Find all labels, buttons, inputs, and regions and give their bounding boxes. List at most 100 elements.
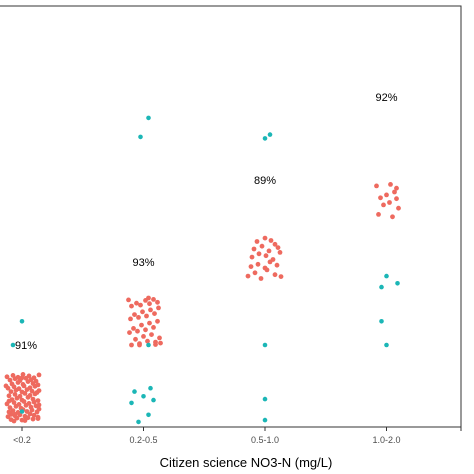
agree-point xyxy=(255,261,261,267)
percent-annotation: 91% xyxy=(15,340,37,352)
agree-point xyxy=(249,254,255,260)
disagree-point xyxy=(146,342,151,348)
agree-point xyxy=(35,382,41,388)
agree-point xyxy=(11,418,17,424)
disagree-point xyxy=(379,319,384,324)
agree-point xyxy=(262,235,268,241)
agree-point xyxy=(148,307,153,313)
agree-point xyxy=(20,382,26,387)
agree-point xyxy=(36,372,42,378)
disagree-point xyxy=(19,319,25,324)
agree-point xyxy=(132,312,137,317)
agree-point xyxy=(129,342,134,348)
percent-annotation: 89% xyxy=(254,175,276,187)
agree-point xyxy=(8,389,14,394)
agree-point xyxy=(270,257,276,262)
agree-point xyxy=(254,239,260,244)
agree-point xyxy=(126,297,131,303)
agree-point xyxy=(394,185,399,191)
agree-point xyxy=(144,313,149,319)
disagree-point xyxy=(19,409,25,414)
agree-point xyxy=(12,412,18,417)
agree-point xyxy=(36,388,42,393)
agree-point xyxy=(14,415,20,421)
agree-point xyxy=(135,328,140,334)
agree-point xyxy=(30,396,36,402)
agree-point xyxy=(6,409,12,415)
agree-point xyxy=(378,195,383,201)
agree-point xyxy=(143,327,148,333)
x-tick-label: 0.5-1.0 xyxy=(251,435,279,445)
panel-border xyxy=(0,5,462,428)
agree-point xyxy=(245,273,251,279)
disagree-point xyxy=(384,342,389,348)
agree-point xyxy=(262,265,268,271)
agree-point xyxy=(155,299,160,305)
agree-point xyxy=(157,335,162,341)
agree-point xyxy=(19,389,25,395)
percent-annotation: 93% xyxy=(132,257,154,269)
agree-point xyxy=(381,202,386,208)
agree-point xyxy=(252,270,258,276)
agree-point xyxy=(10,373,16,378)
agree-point xyxy=(277,250,283,255)
agree-point xyxy=(127,330,132,335)
agree-point xyxy=(134,300,139,306)
disagree-point xyxy=(132,389,137,394)
agree-point xyxy=(259,243,265,249)
agree-point xyxy=(155,318,160,324)
agree-point xyxy=(7,405,13,411)
disagree-point xyxy=(262,396,268,402)
data-points xyxy=(3,115,401,425)
agree-point xyxy=(272,272,278,278)
agree-point xyxy=(31,412,37,418)
agree-point xyxy=(6,398,12,404)
disagree-point xyxy=(146,115,151,121)
agree-point xyxy=(31,375,37,381)
disagree-point xyxy=(151,397,156,403)
agree-point xyxy=(145,338,150,344)
agree-point xyxy=(27,393,33,398)
agree-point xyxy=(22,418,28,423)
agree-point xyxy=(19,397,25,403)
agree-point xyxy=(4,374,10,380)
agree-point xyxy=(384,192,389,198)
agree-point xyxy=(388,182,393,187)
agree-point xyxy=(272,241,278,247)
agree-point xyxy=(9,381,15,387)
agree-point xyxy=(6,393,12,399)
agree-point xyxy=(30,416,36,422)
agree-point xyxy=(387,200,392,205)
agree-point xyxy=(28,404,34,410)
agree-point xyxy=(36,402,42,408)
agree-point xyxy=(26,401,32,406)
agree-point xyxy=(10,408,16,413)
agree-point xyxy=(7,377,13,383)
x-tick-label: 1.0-2.0 xyxy=(372,435,400,445)
x-tick-label: 0.2-0.5 xyxy=(129,435,157,445)
agree-point xyxy=(131,326,136,331)
agree-point xyxy=(17,393,23,399)
x-axis-ticks: <0.2 0.2-0.5 0.5-1.0 1.0-2.0 xyxy=(13,427,462,445)
disagree-point xyxy=(148,385,153,391)
agree-point xyxy=(274,262,280,268)
agree-point xyxy=(15,374,21,380)
agree-point xyxy=(158,340,163,346)
agree-point xyxy=(152,311,157,316)
disagree-point xyxy=(384,273,389,279)
agree-point xyxy=(258,276,264,281)
agree-point xyxy=(390,214,395,220)
agree-point xyxy=(376,212,381,217)
agree-point xyxy=(392,189,397,195)
agree-point xyxy=(374,183,379,189)
agree-point xyxy=(136,315,141,320)
agree-point xyxy=(248,264,254,269)
agree-point xyxy=(151,325,156,330)
agree-point xyxy=(12,392,18,397)
disagree-point xyxy=(136,419,141,425)
disagree-point xyxy=(146,412,151,418)
disagree-point xyxy=(395,281,400,286)
agree-point xyxy=(25,415,31,421)
agree-point xyxy=(24,409,30,414)
